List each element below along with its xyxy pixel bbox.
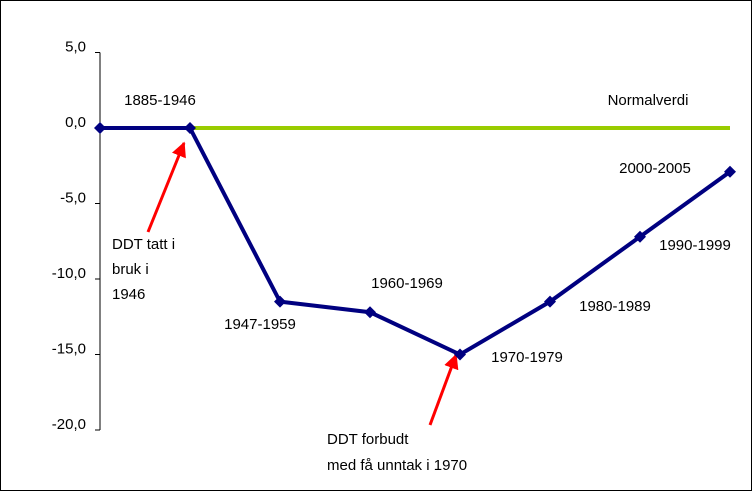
point-label: 1947-1959: [224, 316, 296, 333]
point-label: 1960-1969: [371, 275, 443, 292]
series-label: Normalverdi: [608, 92, 689, 109]
y-tick-label: -15,0: [52, 340, 86, 357]
point: [544, 295, 556, 308]
arrow: [146, 141, 186, 233]
series-line: [100, 126, 732, 357]
point-label: 1980-1989: [579, 298, 651, 315]
point-label: 2000-2005: [619, 160, 691, 177]
point: [274, 295, 286, 308]
annotation: bruk i: [112, 261, 149, 278]
annotation: med få unntak i 1970: [327, 457, 467, 474]
point: [94, 122, 106, 134]
point: [364, 306, 376, 319]
y-tick-label: 5,0: [65, 38, 86, 55]
y-tick-label: 0,0: [65, 114, 86, 131]
y-tick-label: -5,0: [60, 189, 86, 206]
y-tick-label: -20,0: [52, 416, 86, 433]
point: [184, 122, 196, 134]
annotation: 1946: [112, 286, 145, 303]
point-label: 1970-1979: [491, 349, 563, 366]
point-label: 1990-1999: [659, 237, 731, 254]
y-tick-label: -10,0: [52, 265, 86, 282]
arrow: [428, 353, 459, 426]
point: [724, 165, 736, 178]
point: [634, 230, 646, 243]
annotation: DDT forbudt: [327, 431, 409, 448]
point: [454, 348, 466, 361]
annotation: DDT tatt i: [112, 236, 175, 253]
point-label: 1885-1946: [124, 92, 196, 109]
